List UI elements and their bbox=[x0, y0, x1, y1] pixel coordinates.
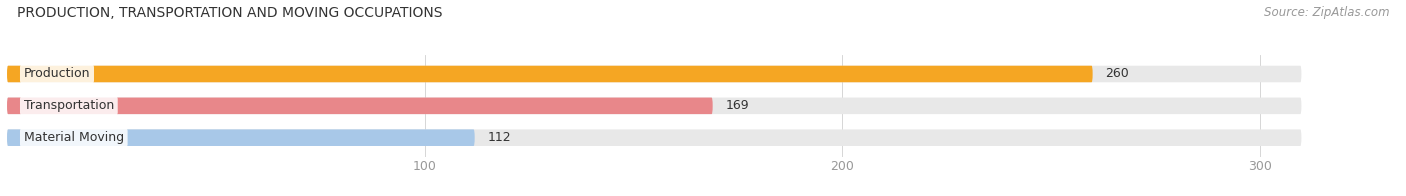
FancyBboxPatch shape bbox=[7, 66, 1092, 82]
Text: 260: 260 bbox=[1105, 67, 1129, 81]
FancyBboxPatch shape bbox=[7, 129, 475, 146]
FancyBboxPatch shape bbox=[7, 98, 713, 114]
Text: 112: 112 bbox=[488, 131, 510, 144]
FancyBboxPatch shape bbox=[7, 129, 1302, 146]
Text: Transportation: Transportation bbox=[24, 99, 114, 112]
Text: PRODUCTION, TRANSPORTATION AND MOVING OCCUPATIONS: PRODUCTION, TRANSPORTATION AND MOVING OC… bbox=[17, 6, 443, 20]
Text: Material Moving: Material Moving bbox=[24, 131, 124, 144]
Text: Source: ZipAtlas.com: Source: ZipAtlas.com bbox=[1264, 6, 1389, 19]
Text: Production: Production bbox=[24, 67, 90, 81]
Text: 169: 169 bbox=[725, 99, 749, 112]
FancyBboxPatch shape bbox=[7, 98, 1302, 114]
FancyBboxPatch shape bbox=[7, 66, 1302, 82]
